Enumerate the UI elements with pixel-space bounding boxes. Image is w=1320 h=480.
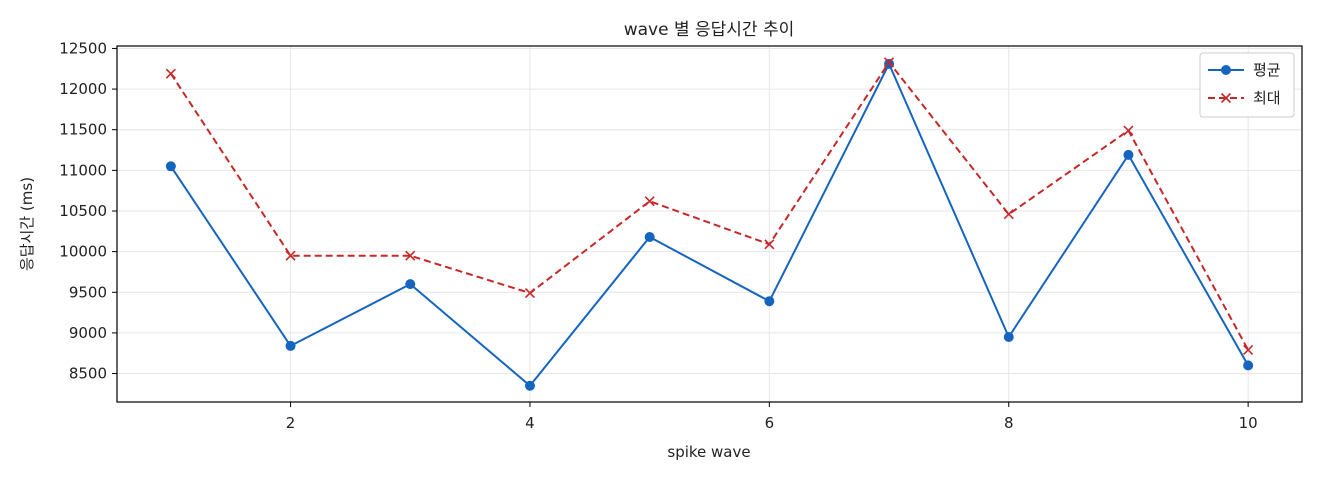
marker-point	[405, 250, 416, 261]
y-tick-label: 10500	[59, 202, 107, 220]
series-line	[170, 61, 1250, 351]
y-axis-ticks: 8500 9000 9500 10000 10500 11000 11500 12000 125…	[59, 39, 117, 383]
legend-item: 최대	[1208, 89, 1281, 107]
marker-point	[1003, 331, 1014, 342]
series-group	[165, 57, 1254, 391]
series-line	[170, 62, 1250, 387]
x-tick-label: 2	[286, 414, 296, 432]
marker-point	[1243, 360, 1254, 371]
plot-frame	[116, 45, 1303, 403]
x-axis-label: spike wave	[667, 443, 750, 461]
marker-point	[165, 161, 176, 172]
marker-point	[285, 250, 296, 261]
y-tick-label: 10000	[59, 243, 107, 261]
y-tick-label: 11500	[59, 121, 107, 139]
marker-legend	[1221, 65, 1231, 75]
series-2	[165, 57, 1254, 356]
grid	[117, 46, 1302, 402]
legend-label: 평균	[1253, 61, 1281, 79]
y-tick-label: 12500	[59, 39, 107, 57]
y-tick-label: 12000	[59, 80, 107, 98]
marker-point	[1123, 149, 1134, 160]
legend-label: 최대	[1253, 89, 1281, 107]
marker-point	[524, 288, 536, 299]
y-tick-label: 8500	[69, 365, 107, 383]
marker-point	[764, 296, 775, 307]
marker-legend	[1220, 92, 1232, 104]
marker-point	[524, 380, 535, 391]
marker-point	[1243, 344, 1254, 356]
marker-point	[764, 239, 775, 250]
marker-point	[165, 68, 176, 79]
x-tick-label: 4	[525, 414, 535, 432]
series-1	[165, 58, 1254, 391]
y-tick-label: 9000	[69, 324, 107, 342]
marker-point	[883, 57, 895, 68]
x-axis-ticks: 2 4 6 8 10	[286, 402, 1258, 432]
x-tick-label: 10	[1239, 414, 1258, 432]
marker-point	[405, 279, 416, 290]
y-tick-label: 11000	[59, 161, 107, 179]
marker-point	[1003, 209, 1014, 220]
marker-point	[1123, 125, 1134, 136]
y-axis-label: 응답시간 (ms)	[18, 177, 36, 271]
marker-point	[285, 340, 296, 351]
chart-title: wave 별 응답시간 추이	[624, 20, 795, 40]
legend-item: 평균	[1208, 61, 1281, 79]
x-tick-label: 8	[1004, 414, 1014, 432]
x-tick-label: 6	[765, 414, 775, 432]
y-tick-label: 9500	[69, 283, 107, 301]
marker-point	[644, 196, 655, 207]
marker-point	[644, 232, 655, 243]
